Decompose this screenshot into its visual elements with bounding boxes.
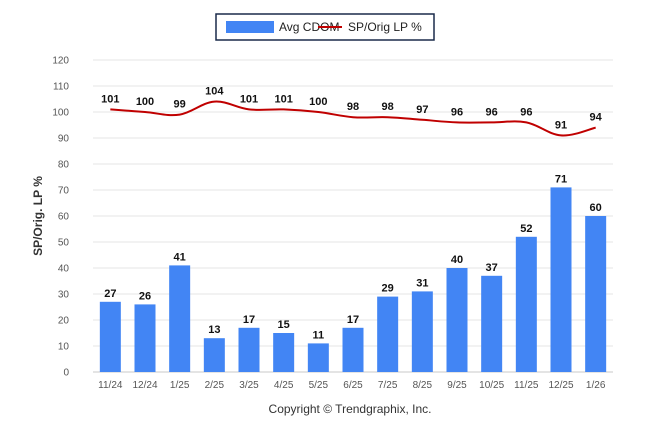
y-tick-label: 110 — [53, 82, 69, 93]
bar — [377, 296, 399, 372]
copyright-text: Copyright © Trendgraphix, Inc. — [269, 402, 432, 416]
line-series — [110, 100, 596, 137]
x-tick-label: 12/25 — [548, 380, 573, 391]
x-tick-label: 12/24 — [132, 380, 157, 391]
bar-value-label: 52 — [520, 223, 532, 235]
bar — [273, 333, 295, 372]
y-tick-label: 90 — [58, 134, 70, 145]
bar-value-label: 31 — [416, 277, 428, 289]
bar-value-label: 11 — [313, 329, 325, 341]
bar-value-label: 41 — [174, 251, 186, 263]
bar — [238, 327, 260, 372]
bar-value-label: 15 — [278, 319, 290, 331]
legend-bar-label: Avg CDOM — [279, 20, 339, 34]
y-tick-label: 80 — [58, 160, 70, 171]
x-axis: 11/24 12/24 1/25 2/25 3/25 4/25 5/25 6/25 7/25 8/… — [98, 380, 606, 391]
x-tick-label: 3/25 — [239, 380, 259, 391]
line-value-label: 100 — [136, 96, 154, 108]
line-value-label: 104 — [205, 86, 224, 98]
bar-value-label: 17 — [347, 314, 359, 326]
x-tick-label: 1/26 — [586, 380, 606, 391]
legend: Avg CDOM SP/Orig LP % — [215, 13, 435, 41]
x-tick-label: 8/25 — [413, 380, 433, 391]
y-tick-label: 10 — [58, 342, 70, 353]
bar — [134, 304, 156, 372]
x-tick-label: 11/24 — [98, 380, 123, 391]
bar — [411, 291, 433, 372]
line-value-label: 98 — [382, 101, 394, 113]
line-value-label: 98 — [347, 101, 359, 113]
bar — [585, 216, 607, 372]
legend-bar-swatch — [226, 21, 274, 33]
y-axis-title: SP/Orig. LP % — [31, 176, 45, 256]
bar — [203, 338, 225, 372]
line-value-label: 96 — [486, 106, 498, 118]
bar — [99, 301, 121, 372]
x-tick-label: 5/25 — [309, 380, 329, 391]
bar — [446, 268, 468, 372]
x-tick-label: 11/25 — [514, 380, 539, 391]
line-value-label: 101 — [240, 93, 258, 105]
line-data-labels: 101 100 99 104 101 101 100 98 98 97 96 96 96 91 94 — [101, 86, 603, 132]
line-value-label: 91 — [555, 119, 567, 131]
line-value-label: 101 — [274, 93, 292, 105]
bar-value-label: 40 — [451, 254, 463, 266]
bar-value-label: 26 — [139, 290, 151, 302]
x-tick-label: 1/25 — [170, 380, 190, 391]
x-tick-label: 4/25 — [274, 380, 294, 391]
y-tick-label: 100 — [52, 108, 69, 119]
y-tick-label: 70 — [58, 186, 70, 197]
y-tick-label: 30 — [58, 290, 70, 301]
line-value-label: 94 — [590, 112, 603, 124]
x-tick-label: 9/25 — [447, 380, 467, 391]
line-value-label: 99 — [174, 99, 186, 111]
y-tick-label: 50 — [58, 238, 70, 249]
bar-value-label: 17 — [243, 314, 255, 326]
y-tick-label: 0 — [63, 368, 69, 379]
y-tick-label: 120 — [52, 56, 69, 67]
bar — [481, 275, 503, 372]
x-tick-label: 7/25 — [378, 380, 398, 391]
bar — [550, 187, 572, 372]
bar-value-label: 27 — [104, 288, 116, 300]
bar-value-label: 37 — [486, 262, 498, 274]
bar-data-labels: 27 26 41 13 17 15 11 17 29 31 40 37 52 71 60 — [104, 173, 602, 341]
y-tick-label: 20 — [58, 316, 70, 327]
bar-value-label: 29 — [382, 283, 394, 295]
bar — [169, 265, 191, 372]
y-axis: 0 10 20 30 40 50 60 70 80 90 100 110 120 — [52, 56, 69, 379]
line-value-label: 96 — [520, 106, 532, 118]
legend-line-label: SP/Orig LP % — [348, 20, 422, 34]
y-tick-label: 40 — [58, 264, 70, 275]
bar — [342, 327, 364, 372]
bar-value-label: 13 — [208, 324, 220, 336]
line-value-label: 100 — [309, 96, 327, 108]
line-value-label: 96 — [451, 106, 463, 118]
x-tick-label: 2/25 — [205, 380, 225, 391]
bar-value-label: 71 — [555, 173, 567, 185]
bar — [515, 236, 537, 372]
bar-series — [99, 187, 607, 372]
y-tick-label: 60 — [58, 212, 70, 223]
x-tick-label: 10/25 — [479, 380, 504, 391]
bar-value-label: 60 — [590, 202, 602, 214]
line-value-label: 101 — [101, 93, 119, 105]
x-tick-label: 6/25 — [343, 380, 363, 391]
bar — [307, 343, 329, 372]
line-value-label: 97 — [416, 104, 428, 116]
